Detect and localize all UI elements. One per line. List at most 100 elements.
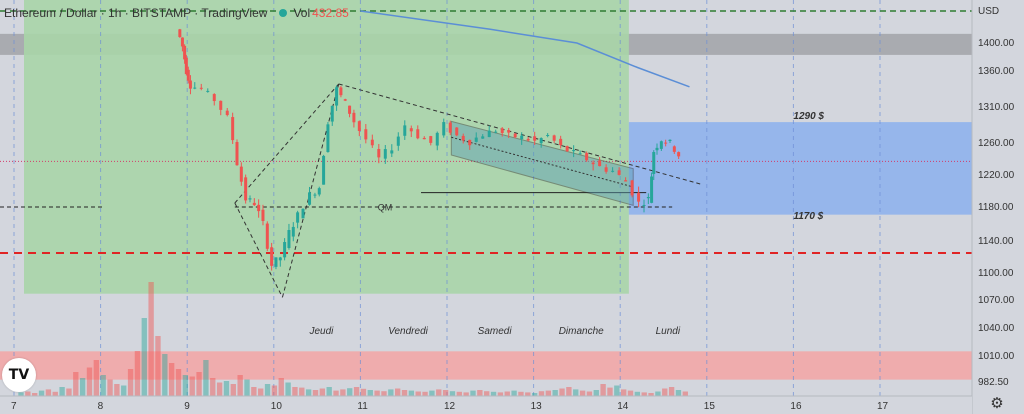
candle-body bbox=[301, 208, 305, 219]
volume-bar bbox=[189, 376, 195, 396]
volume-bar bbox=[559, 388, 565, 396]
volume-bar bbox=[374, 390, 380, 396]
volume-bar bbox=[121, 385, 127, 396]
candle-body bbox=[257, 204, 261, 212]
volume-bar bbox=[408, 390, 415, 396]
price-axis-tick-label: 1180.00 bbox=[978, 202, 1014, 213]
candle-body bbox=[343, 99, 347, 101]
candle-body bbox=[507, 130, 511, 133]
candle-body bbox=[235, 142, 239, 166]
volume-bar bbox=[299, 387, 305, 396]
time-axis-tick-label: 13 bbox=[531, 401, 543, 412]
volume-bar bbox=[66, 388, 72, 396]
candle-body bbox=[591, 162, 595, 165]
volume-bar bbox=[531, 393, 538, 396]
volume-bar bbox=[93, 360, 100, 396]
candle-body bbox=[193, 87, 197, 89]
volume-bar bbox=[182, 375, 189, 396]
weekday-label: Vendredi bbox=[388, 326, 428, 337]
volume-bar bbox=[148, 282, 154, 396]
candle-body bbox=[322, 155, 326, 185]
candle-body bbox=[186, 69, 190, 81]
volume-bar bbox=[175, 369, 182, 396]
candle-body bbox=[317, 188, 321, 195]
chart-header: Ethereum / Dollar · 1h · BITSTAMP · Trad… bbox=[4, 4, 349, 22]
candle-body bbox=[624, 180, 628, 182]
volume-bar bbox=[641, 392, 647, 396]
candle-body bbox=[559, 138, 563, 146]
candle-body bbox=[442, 122, 446, 136]
time-axis-tick-label: 11 bbox=[357, 401, 368, 412]
price-axis-tick-label: 982.50 bbox=[978, 377, 1009, 388]
price-axis-tick-label: 1100.00 bbox=[978, 268, 1014, 279]
candle-body bbox=[585, 153, 589, 161]
volume-bar bbox=[429, 390, 435, 396]
volume-bar bbox=[237, 375, 243, 396]
price-axis-tick-label: 1140.00 bbox=[978, 236, 1014, 247]
upper-level-annotation: 1290 $ bbox=[793, 111, 824, 122]
candle-body bbox=[461, 135, 465, 141]
volume-bar bbox=[353, 387, 360, 396]
volume-bar bbox=[682, 391, 688, 396]
volume-bar bbox=[367, 390, 373, 396]
candle-body bbox=[416, 129, 420, 139]
volume-bar bbox=[45, 389, 52, 396]
lower-level-annotation: 1170 $ bbox=[793, 211, 823, 222]
price-axis-tick-label: 1360.00 bbox=[978, 66, 1015, 77]
candle-body bbox=[650, 176, 654, 203]
time-axis-tick-label: 7 bbox=[11, 401, 17, 412]
candle-body bbox=[513, 133, 517, 138]
candle-body bbox=[652, 152, 656, 174]
candle-body bbox=[270, 247, 274, 266]
candle-body bbox=[183, 45, 187, 60]
candle-body bbox=[339, 87, 343, 96]
volume-bar bbox=[456, 391, 462, 396]
trendline bbox=[234, 202, 283, 298]
weekday-label: Samedi bbox=[478, 326, 513, 337]
volume-bar bbox=[347, 388, 353, 396]
time-axis-tick-label: 10 bbox=[271, 401, 283, 412]
candle-body bbox=[184, 57, 188, 75]
candle-body bbox=[278, 257, 282, 261]
volume-bar bbox=[258, 388, 264, 396]
volume-bar bbox=[422, 391, 428, 396]
candle-body bbox=[659, 141, 663, 149]
volume-bar bbox=[223, 381, 230, 396]
candle-body bbox=[494, 131, 498, 133]
volume-bar bbox=[305, 389, 312, 396]
tradingview-logo-icon[interactable]: TV bbox=[2, 358, 36, 392]
candle-body bbox=[565, 146, 569, 152]
volume-bar bbox=[264, 384, 271, 396]
price-axis-tick-label: 1010.00 bbox=[978, 351, 1015, 362]
volume-bar bbox=[32, 393, 38, 396]
volume-bar bbox=[230, 384, 236, 396]
price-axis-tick-label: 1220.00 bbox=[978, 170, 1015, 181]
volume-bar bbox=[634, 391, 641, 396]
candle-body bbox=[533, 136, 537, 141]
candle-body bbox=[178, 29, 182, 38]
time-axis-tick-label: 12 bbox=[444, 401, 456, 412]
gear-icon[interactable]: ⚙ bbox=[990, 395, 1004, 412]
candle-body bbox=[396, 136, 400, 146]
candle-body bbox=[296, 212, 300, 223]
candle-body bbox=[500, 128, 504, 133]
volume-bar bbox=[388, 389, 394, 396]
price-axis-panel bbox=[972, 0, 1024, 414]
candle-body bbox=[239, 166, 243, 182]
volume-bar bbox=[627, 390, 634, 396]
volume-bar bbox=[100, 375, 106, 396]
volume-bar bbox=[168, 363, 175, 396]
candle-body bbox=[291, 226, 295, 237]
candle-body bbox=[377, 149, 381, 158]
volume-bar bbox=[648, 393, 654, 396]
volume-label: Vol bbox=[293, 6, 311, 20]
qm-annotation: QM bbox=[378, 202, 393, 212]
candle-body bbox=[672, 146, 676, 152]
candle-body bbox=[409, 128, 413, 132]
candle-body bbox=[474, 137, 478, 142]
volume-bar bbox=[490, 391, 497, 396]
time-axis-tick-label: 16 bbox=[790, 401, 802, 412]
candle-body bbox=[390, 150, 394, 154]
